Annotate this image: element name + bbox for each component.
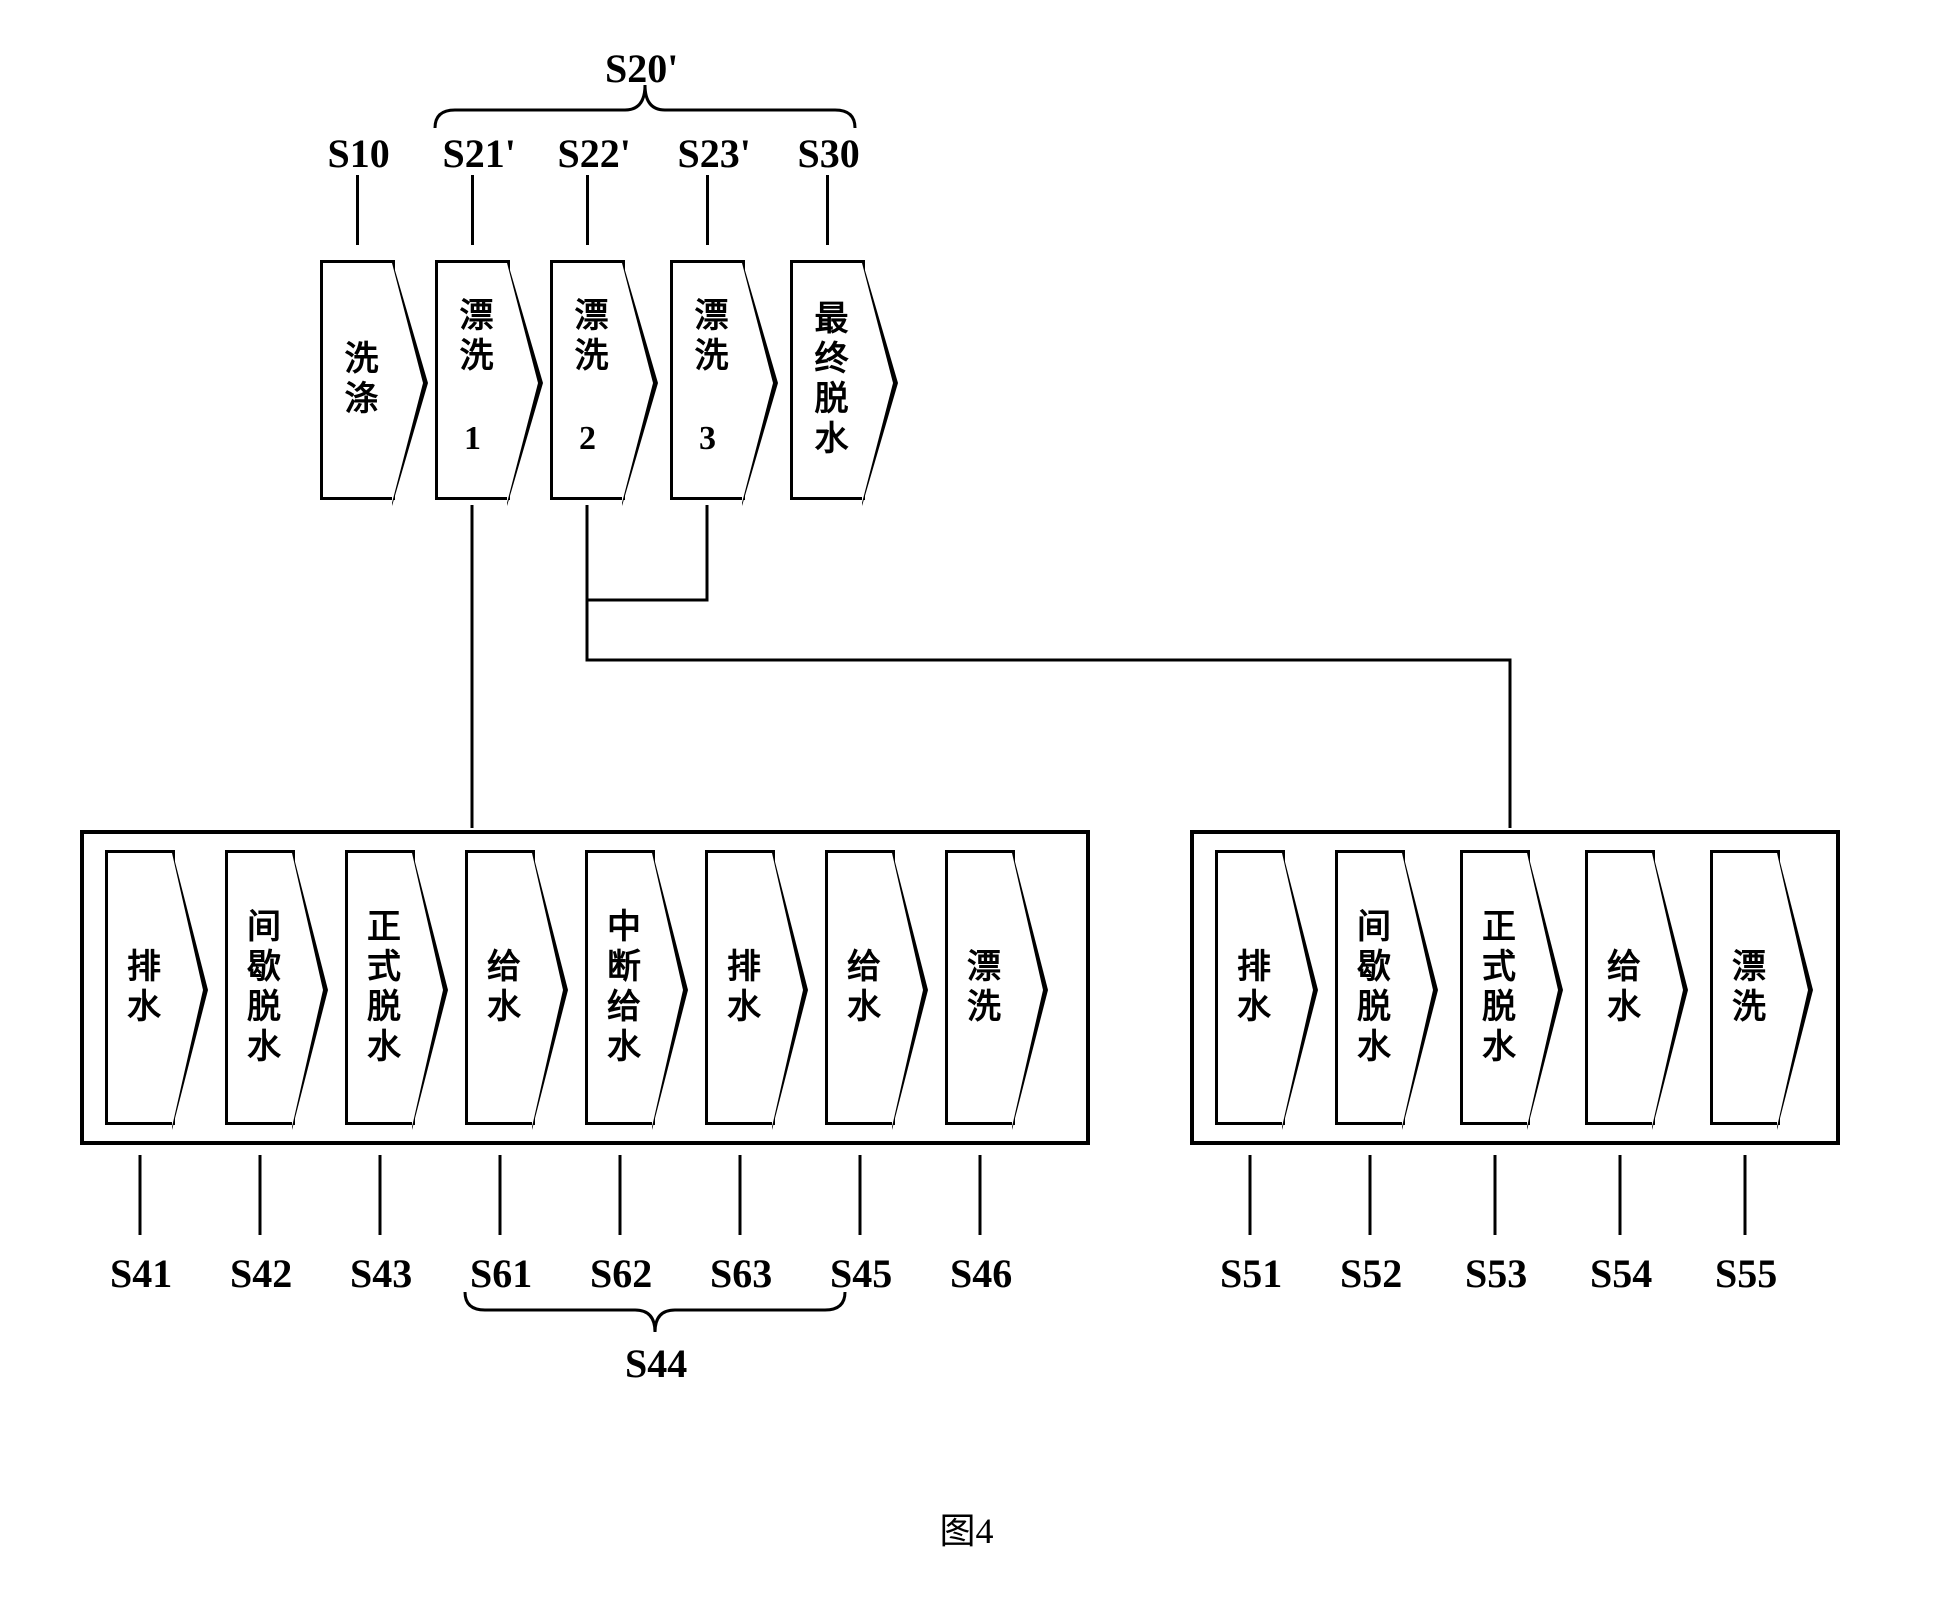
substep-box-s42: 间歇脱水 <box>225 850 295 1125</box>
substep-box-s61: 给水 <box>465 850 535 1125</box>
box-text: 给水 <box>1596 948 1645 1028</box>
box-text: 给水 <box>836 948 885 1028</box>
substep-box-s53: 正式脱水 <box>1460 850 1530 1125</box>
group-label-s20: S20' <box>605 45 678 92</box>
step-box-s10: 洗涤 <box>320 260 395 500</box>
step-box-s30: 最终脱水 <box>790 260 865 500</box>
substep-label-s42: S42 <box>230 1250 292 1297</box>
substep-box-s51: 排水 <box>1215 850 1285 1125</box>
substep-label-s43: S43 <box>350 1250 412 1297</box>
substep-label-s61: S61 <box>470 1250 532 1297</box>
box-text: 间歇脱水 <box>1346 908 1395 1068</box>
substep-label-s63: S63 <box>710 1250 772 1297</box>
figure-caption: 图4 <box>939 1502 993 1554</box>
substep-label-s41: S41 <box>110 1250 172 1297</box>
step-box-s21p: 漂洗 1 <box>435 260 510 500</box>
substep-label-s45: S45 <box>830 1250 892 1297</box>
diagram-canvas: 洗涤 漂洗 1 漂洗 2 漂洗 3 最终脱水 S10 S21' S22' S23' S30 S2… <box>40 40 1893 1559</box>
box-text: 漂洗 <box>1721 948 1770 1028</box>
substep-label-s53: S53 <box>1465 1250 1527 1297</box>
step-label-s22p: S22' <box>558 130 631 177</box>
substep-box-s45: 给水 <box>825 850 895 1125</box>
box-text: 间歇脱水 <box>236 908 285 1068</box>
step-box-s22p: 漂洗 2 <box>550 260 625 500</box>
box-text: 排水 <box>116 948 165 1028</box>
sub-brace-label-s44: S44 <box>625 1340 687 1387</box>
substep-box-s62: 中断给水 <box>585 850 655 1125</box>
box-text: 洗涤 <box>333 340 382 420</box>
box-text: 漂洗 3 <box>683 297 732 463</box>
step-label-s30: S30 <box>798 130 860 177</box>
substep-box-s43: 正式脱水 <box>345 850 415 1125</box>
substep-box-s63: 排水 <box>705 850 775 1125</box>
connector-lines <box>40 40 1893 1559</box>
box-text: 排水 <box>716 948 765 1028</box>
box-text: 正式脱水 <box>356 908 405 1068</box>
substep-box-s46: 漂洗 <box>945 850 1015 1125</box>
box-text: 中断给水 <box>596 908 645 1068</box>
box-text: 漂洗 <box>956 948 1005 1028</box>
substep-label-s52: S52 <box>1340 1250 1402 1297</box>
step-box-s23p: 漂洗 3 <box>670 260 745 500</box>
box-text: 正式脱水 <box>1471 908 1520 1068</box>
substep-box-s54: 给水 <box>1585 850 1655 1125</box>
substep-label-s54: S54 <box>1590 1250 1652 1297</box>
step-label-s10: S10 <box>328 130 390 177</box>
step-label-s21p: S21' <box>443 130 516 177</box>
substep-label-s46: S46 <box>950 1250 1012 1297</box>
substep-box-s52: 间歇脱水 <box>1335 850 1405 1125</box>
box-text: 排水 <box>1226 948 1275 1028</box>
box-text: 漂洗 2 <box>563 297 612 463</box>
substep-label-s62: S62 <box>590 1250 652 1297</box>
substep-label-s55: S55 <box>1715 1250 1777 1297</box>
substep-label-s51: S51 <box>1220 1250 1282 1297</box>
box-text: 漂洗 1 <box>448 297 497 463</box>
box-text: 最终脱水 <box>803 300 852 460</box>
step-label-s23p: S23' <box>678 130 751 177</box>
box-text: 给水 <box>476 948 525 1028</box>
substep-box-s55: 漂洗 <box>1710 850 1780 1125</box>
substep-box-s41: 排水 <box>105 850 175 1125</box>
